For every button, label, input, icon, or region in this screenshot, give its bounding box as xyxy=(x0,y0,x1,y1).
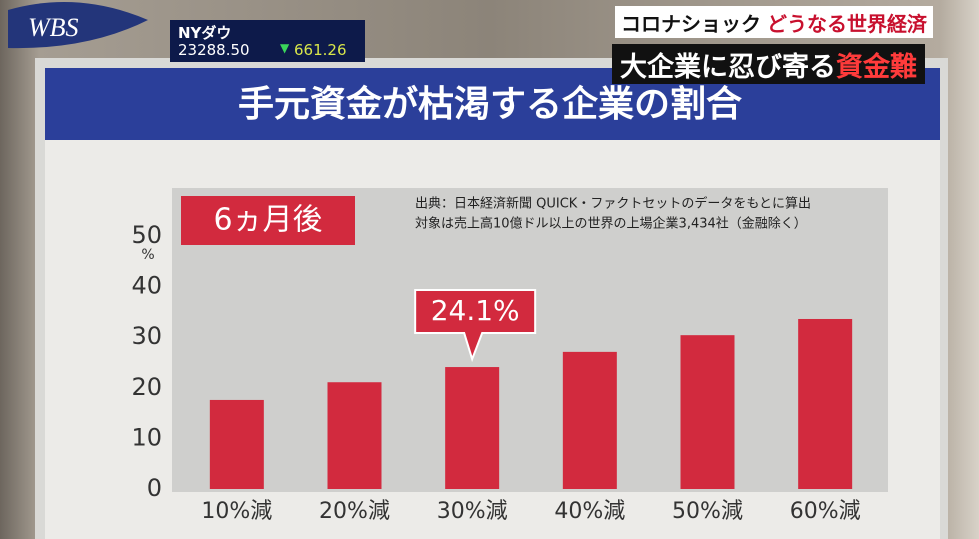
ticker-change: 661.26 xyxy=(294,41,347,59)
logo-area: WBS xyxy=(8,2,148,49)
value-label: 24.1% xyxy=(431,294,520,327)
x-tick-label: 40%減 xyxy=(554,499,625,524)
x-tick-label: 60%減 xyxy=(790,499,861,524)
bar xyxy=(680,335,735,489)
subtitle-box xyxy=(181,196,355,245)
logo: WBS xyxy=(28,13,79,42)
bar xyxy=(327,382,382,489)
y-unit: % xyxy=(141,247,154,263)
bar xyxy=(562,351,617,489)
y-tick-label: 0 xyxy=(147,474,162,502)
ticker-label: NYダウ xyxy=(178,24,232,42)
source-note: 出典：日本経済新聞 QUICK・ファクトセットのデータをもとに算出 xyxy=(415,196,811,212)
caption-text: コロナショック xyxy=(621,11,761,36)
y-tick-label: 40 xyxy=(131,272,162,300)
bar xyxy=(798,318,853,489)
y-tick-label: 50 xyxy=(131,221,162,249)
x-tick-label: 50%減 xyxy=(672,499,743,524)
down-arrow: ▼ xyxy=(280,41,290,55)
bar xyxy=(445,367,500,489)
callout-box xyxy=(414,289,537,363)
source-note: 対象は売上高10億ドル以上の世界の上場企業3,434社（金融除く） xyxy=(415,216,807,232)
y-tick-label: 30 xyxy=(131,322,162,350)
y-tick-label: 20 xyxy=(131,373,162,401)
caption-text: 大企業に忍び寄る xyxy=(620,51,836,83)
x-tick-label: 10%減 xyxy=(201,499,272,524)
subtitle: 6ヵ月後 xyxy=(213,203,322,238)
caption-line-2: 大企業に忍び寄る 資金難 xyxy=(612,44,925,84)
ticker-value: 23288.50 xyxy=(178,41,250,59)
caption-text: どうなる世界経済 xyxy=(767,11,927,36)
ticker: NYダウ 23288.50 ▼ 661.26 xyxy=(170,20,365,62)
chart-title: 手元資金が枯渇する企業の割合 xyxy=(238,83,742,125)
caption-line-1: コロナショック どうなる世界経済 xyxy=(615,6,933,38)
y-tick-label: 10 xyxy=(131,423,162,451)
logo-swoosh xyxy=(8,2,148,49)
caption-text: 資金難 xyxy=(836,51,917,83)
x-tick-label: 30%減 xyxy=(437,499,508,524)
x-tick-label: 20%減 xyxy=(319,499,390,524)
bar xyxy=(209,399,264,489)
